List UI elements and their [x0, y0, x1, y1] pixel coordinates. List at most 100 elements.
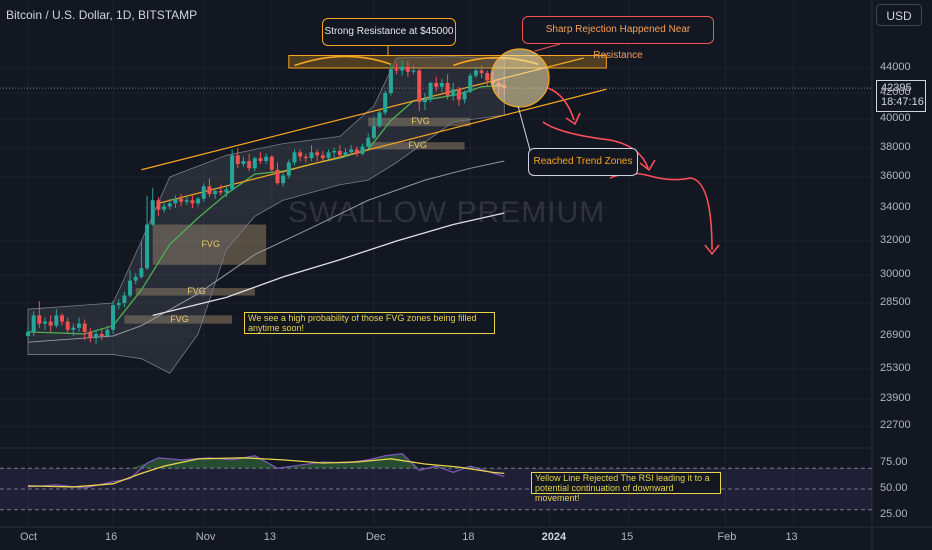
time-tick-label: Feb [717, 531, 737, 543]
time-tick-label: 16 [105, 531, 118, 543]
resistance-callout: Strong Resistance at $45000 [322, 18, 456, 46]
candle-body [173, 198, 178, 204]
candle-body [422, 99, 427, 103]
candle-body [235, 155, 240, 164]
candle-body [247, 161, 252, 169]
down-arrow-2-head [639, 159, 656, 172]
candle-body [349, 149, 354, 153]
price-tick-label: 36000 [880, 170, 911, 182]
currency-button[interactable]: USD [876, 4, 922, 26]
bollinger-band [27, 56, 505, 374]
candle-body [133, 276, 138, 281]
time-tick-label: 15 [621, 531, 634, 543]
candle-body [275, 169, 280, 184]
down-arrow-3 [609, 172, 713, 251]
candle-body [366, 137, 371, 147]
candle-body [184, 200, 189, 202]
candle-body [139, 268, 144, 277]
candle-body [354, 149, 359, 154]
time-tick-label: 18 [462, 531, 475, 543]
candle-body [434, 83, 439, 87]
candle-body [43, 321, 48, 324]
down-arrow-2 [542, 121, 649, 169]
candle-body [445, 83, 450, 96]
time-tick-label: 13 [785, 531, 798, 543]
fvg-fill-callout: We see a high probability of those FVG z… [244, 312, 495, 334]
rsi-note-callout: Yellow Line Rejected The RSI leading it … [531, 472, 721, 503]
price-tick-label: 42000 [880, 86, 911, 98]
candle-body [88, 331, 93, 339]
candle-body [485, 73, 490, 81]
candle-body [230, 155, 235, 190]
candle-body [479, 70, 484, 73]
price-tick-label: 26900 [880, 329, 911, 341]
candle-body [218, 190, 223, 193]
down-arrow-3-head [704, 244, 720, 256]
price-tick-label: 30000 [880, 268, 911, 280]
price-tick-label: 34000 [880, 201, 911, 213]
price-tick-label: 22700 [880, 419, 911, 431]
candle-body [303, 156, 308, 159]
rsi-overbought-fill [28, 453, 505, 469]
candle-body [383, 93, 388, 113]
candle-body [196, 198, 201, 204]
candle-body [26, 331, 30, 336]
candle-body [360, 146, 365, 154]
candle-body [99, 333, 104, 336]
candle-body [122, 295, 127, 303]
candle-body [371, 126, 376, 138]
price-tick-label: 25300 [880, 362, 911, 374]
fvg-label: FVG [201, 238, 220, 249]
candle-body [439, 83, 444, 87]
candle-body [162, 206, 167, 210]
fvg-zone-2 [124, 315, 233, 324]
candle-body [94, 333, 99, 339]
candle-body [309, 152, 314, 159]
price-tick-label: 23900 [880, 392, 911, 404]
candle-body [213, 190, 218, 195]
price-tick-label: 40000 [880, 112, 911, 124]
candle-body [190, 200, 195, 204]
candle-body [400, 66, 405, 71]
candle-body [456, 89, 461, 100]
price-tick-label: 32000 [880, 234, 911, 246]
fvg-zone-4 [368, 142, 465, 150]
candle-body [71, 327, 76, 330]
candle-body [320, 155, 325, 159]
candle-body [388, 69, 393, 93]
candle-body [65, 321, 70, 330]
candle-body [417, 70, 422, 103]
down-arrow-1 [547, 87, 575, 121]
candle-body [116, 303, 121, 306]
candle-body [468, 75, 473, 92]
candle-body [269, 156, 274, 170]
candle-countdown: 18:47:16 [881, 96, 924, 108]
candle-body [48, 321, 53, 326]
candle-body [156, 200, 161, 210]
candle-body [111, 305, 116, 330]
rejection-callout: Sharp Rejection Happened Near Resistance [522, 16, 714, 61]
candle-body [179, 198, 184, 202]
ema-long-line [27, 160, 505, 343]
candle-body [326, 152, 331, 159]
time-tick-label: Nov [195, 531, 216, 543]
candle-body [451, 89, 456, 96]
resistance-arc-left [294, 55, 392, 67]
candle-body [394, 69, 399, 71]
candle-body [462, 91, 467, 100]
fvg-label: FVG [170, 313, 189, 324]
candle-body [343, 152, 348, 156]
current-price: 42395 [881, 82, 912, 94]
rejection-connector [534, 43, 561, 52]
fvg-zone-3 [368, 117, 471, 127]
chart-title: Bitcoin / U.S. Dollar, 1D, BITSTAMP [6, 8, 198, 22]
candle-body [167, 203, 172, 207]
ema-200-line [152, 212, 505, 317]
price-tick-label: 38000 [880, 141, 911, 153]
candle-body [150, 200, 155, 225]
rejection-circle [490, 48, 550, 108]
fvg-label: FVG [411, 115, 430, 126]
candle-body [315, 152, 320, 156]
fvg-label: FVG [408, 139, 427, 150]
